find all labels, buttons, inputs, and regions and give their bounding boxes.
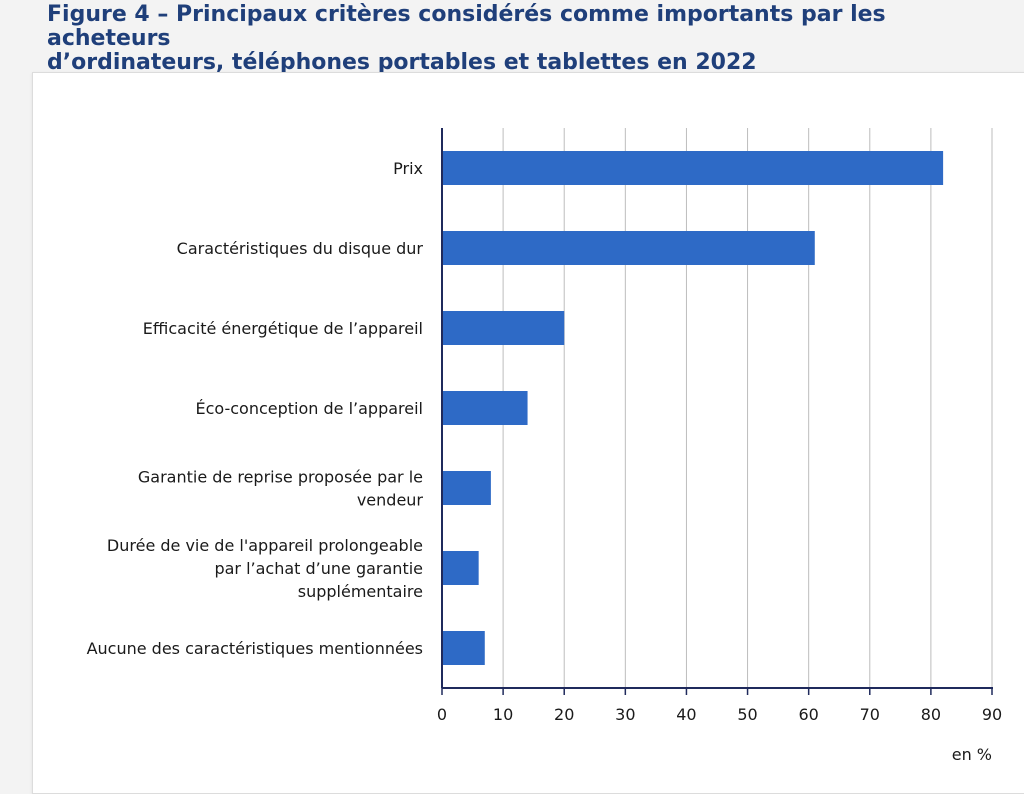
category-label: Éco-conception de l’appareil	[195, 399, 423, 418]
category-label: Prix	[393, 159, 423, 178]
bar	[442, 231, 815, 265]
figure-title-line-2: d’ordinateurs, téléphones portables et t…	[47, 50, 757, 75]
x-tick-label: 30	[615, 705, 635, 724]
x-tick-label: 50	[737, 705, 757, 724]
axes	[441, 128, 993, 695]
category-label: Durée de vie de l'appareil prolongeable p…	[107, 536, 423, 601]
category-label: Caractéristiques du disque dur	[177, 239, 424, 258]
x-tick-label: 40	[676, 705, 696, 724]
bar	[442, 631, 485, 665]
bar	[442, 471, 491, 505]
x-tick-labels: 0 10 20 30 40 50 60 70 80 90	[437, 705, 1002, 724]
x-tick-label: 60	[798, 705, 818, 724]
unit-label: en %	[952, 745, 992, 764]
figure-title: Figure 4 – Principaux critères considéré…	[47, 3, 1007, 75]
category-label: Garantie de reprise proposée par le vende…	[138, 468, 424, 510]
bar	[442, 311, 565, 345]
x-tick-label: 20	[554, 705, 574, 724]
category-labels: Prix Caractéristiques du disque dur Effica…	[87, 159, 424, 658]
bar-chart: Prix Caractéristiques du disque dur Effica…	[87, 128, 1002, 764]
category-label: Efficacité énergétique de l’appareil	[143, 319, 423, 338]
x-tick-label: 0	[437, 705, 447, 724]
bar	[442, 551, 479, 585]
bars	[442, 151, 944, 665]
x-tick-label: 70	[860, 705, 880, 724]
category-label: Aucune des caractéristiques mentionnées	[87, 639, 423, 658]
figure-title-line-1: Figure 4 – Principaux critères considéré…	[47, 2, 886, 51]
bar	[442, 391, 528, 425]
grid-lines	[502, 128, 993, 688]
x-tick-label: 90	[982, 705, 1002, 724]
x-tick-label: 10	[493, 705, 513, 724]
x-tick-label: 80	[921, 705, 941, 724]
bar	[442, 151, 944, 185]
